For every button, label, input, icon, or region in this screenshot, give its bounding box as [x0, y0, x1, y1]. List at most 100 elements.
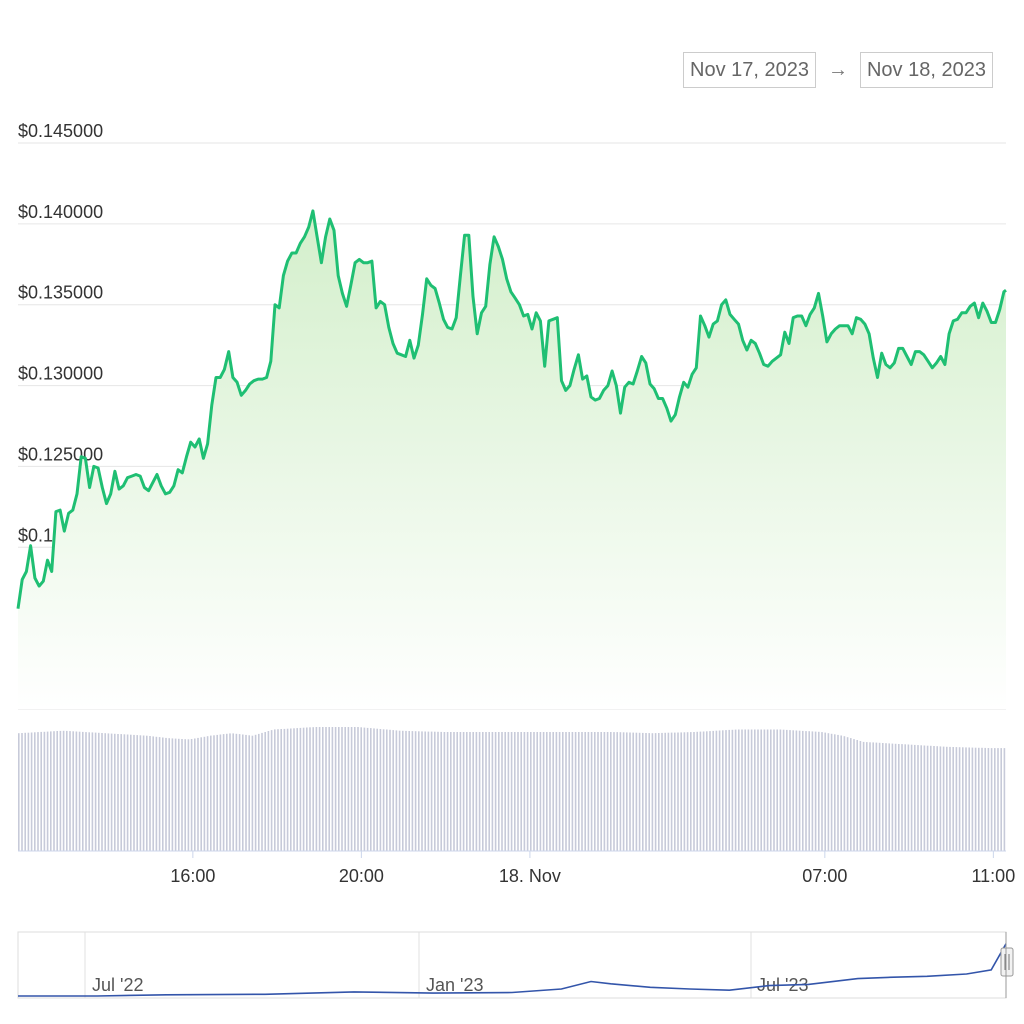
volume-bar	[843, 736, 846, 851]
volume-bar	[91, 732, 94, 851]
volume-bar	[526, 732, 529, 851]
volume-bar	[248, 735, 250, 851]
volume-bar	[235, 733, 238, 851]
volume-bar	[914, 744, 916, 851]
volume-bar	[338, 727, 340, 851]
volume-bar	[165, 737, 167, 851]
navigator-line	[18, 943, 1007, 997]
volume-bar	[286, 728, 289, 851]
volume-bar	[405, 730, 407, 851]
volume-bar	[878, 742, 881, 851]
volume-bar	[562, 732, 564, 851]
volume-bar	[530, 732, 532, 851]
volume-bar	[373, 728, 375, 851]
price-line[interactable]	[16, 209, 1007, 609]
volume-bar	[658, 733, 660, 851]
volume-bar	[462, 732, 465, 851]
volume-bar	[840, 735, 842, 851]
volume-bar	[866, 742, 868, 851]
volume-bar	[702, 731, 705, 851]
volume-bar	[587, 732, 590, 851]
volume-bar	[725, 730, 727, 851]
date-to-input[interactable]: Nov 18, 2023	[859, 52, 993, 88]
volume-bar	[888, 743, 890, 851]
volume-bar	[626, 732, 628, 851]
volume-bar	[306, 727, 308, 851]
volume-bar	[219, 734, 222, 851]
volume-bar	[21, 733, 23, 851]
volume-bar	[302, 727, 305, 851]
volume-bar	[226, 733, 228, 851]
volume-bar	[101, 733, 103, 851]
volume-bar	[325, 727, 327, 851]
volume-bar	[517, 732, 519, 851]
volume-bar	[722, 730, 724, 851]
volume-bar	[168, 738, 170, 851]
volume-bar	[59, 730, 62, 851]
volume-bar	[98, 732, 100, 851]
volume-bar	[510, 732, 513, 851]
volume-bar	[539, 732, 542, 851]
volume-bar	[354, 727, 356, 851]
volume-bar	[158, 737, 161, 851]
volume-bar	[194, 738, 196, 851]
volume-bar	[146, 735, 148, 851]
volume-bar	[718, 730, 721, 851]
navigator-frame	[17, 931, 1007, 999]
volume-bar	[66, 730, 68, 851]
volume-bar	[347, 727, 350, 851]
volume-bar	[814, 731, 817, 851]
volume-bar	[258, 733, 260, 851]
volume-bar	[357, 727, 359, 851]
volume-bar	[709, 731, 711, 851]
volume-bar	[664, 732, 666, 851]
volume-bar	[334, 727, 337, 851]
date-from-input[interactable]: Nov 17, 2023	[683, 52, 816, 88]
volume-bar	[149, 736, 151, 851]
volume-bar	[910, 744, 913, 851]
volume-bar	[952, 747, 954, 851]
volume-bar	[43, 731, 46, 851]
volume-bar	[350, 727, 353, 851]
volume-bar	[331, 727, 334, 851]
volume-bar	[869, 742, 871, 851]
volume-bar	[930, 745, 932, 851]
volume-bar	[645, 733, 647, 851]
volume-bar	[290, 728, 292, 851]
volume-bar	[427, 731, 430, 851]
volume-bar	[830, 733, 833, 851]
navigator[interactable]: Jul '22 Jan '23 Jul '23	[17, 931, 1014, 999]
volume-bar	[216, 734, 218, 851]
volume-bar	[571, 732, 574, 851]
volume-bar	[885, 743, 887, 851]
price-area-fill	[18, 210, 1006, 709]
volume-bar	[107, 733, 110, 851]
volume-bar	[382, 729, 385, 851]
volume-bar	[309, 727, 311, 851]
volume-bar	[990, 748, 993, 851]
volume-bar	[872, 742, 874, 851]
volume-bar	[818, 731, 820, 851]
volume-bar	[917, 745, 919, 851]
volume-bar	[318, 727, 321, 851]
x-tick-label: 07:00	[802, 866, 847, 886]
volume-bar	[296, 728, 298, 851]
volume-bar	[232, 733, 234, 851]
volume-bar	[482, 732, 484, 851]
volume-bar	[837, 734, 839, 851]
volume-bar	[174, 738, 177, 851]
volume-bar	[386, 729, 388, 851]
volume-bar	[501, 732, 503, 851]
volume-bar	[923, 745, 926, 851]
volume-bar	[344, 727, 346, 851]
volume-bar	[584, 732, 586, 851]
volume-bar	[638, 732, 641, 851]
volume-bar	[933, 746, 935, 851]
volume-bar	[171, 738, 174, 851]
volume-bar	[696, 731, 698, 851]
volume-bar	[478, 732, 481, 851]
volume-bar	[958, 747, 961, 851]
volume-bar	[766, 729, 769, 851]
volume-bar	[1000, 748, 1002, 851]
